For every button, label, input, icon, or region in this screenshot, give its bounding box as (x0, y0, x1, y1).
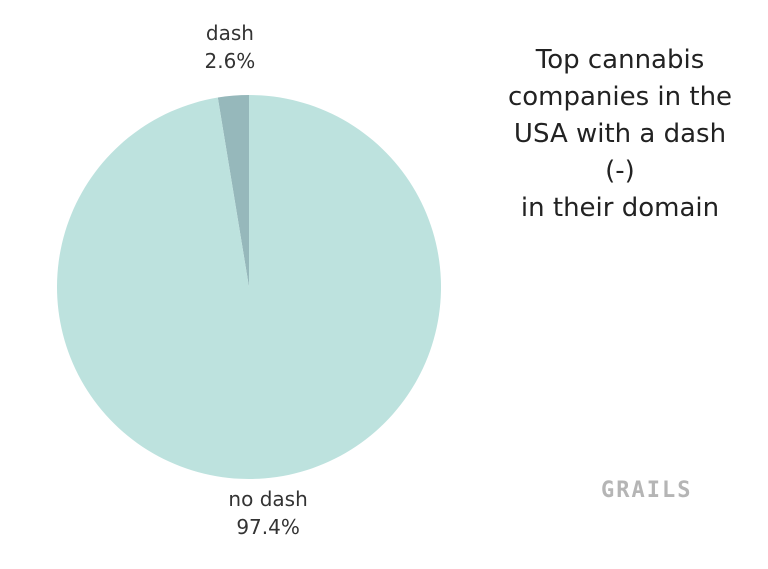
slice-value-no-dash: 97.4% (236, 515, 300, 539)
title-line-4: in their domain (520, 193, 720, 223)
title-line-2: companies in the (507, 82, 733, 112)
slice-label-no-dash: no dash (228, 487, 307, 511)
grails-logo: GRAILS (601, 478, 693, 503)
chart-title: Top cannabis companies in the USA with a… (500, 42, 740, 227)
pie-slice-dash (217, 95, 249, 287)
pie-slice-no-dash (57, 95, 442, 480)
slice-value-dash: 2.6% (205, 49, 256, 73)
slice-label-dash: dash (206, 21, 254, 45)
title-line-1: Top cannabis (535, 45, 705, 75)
title-line-3: USA with a dash (-) (513, 119, 727, 186)
